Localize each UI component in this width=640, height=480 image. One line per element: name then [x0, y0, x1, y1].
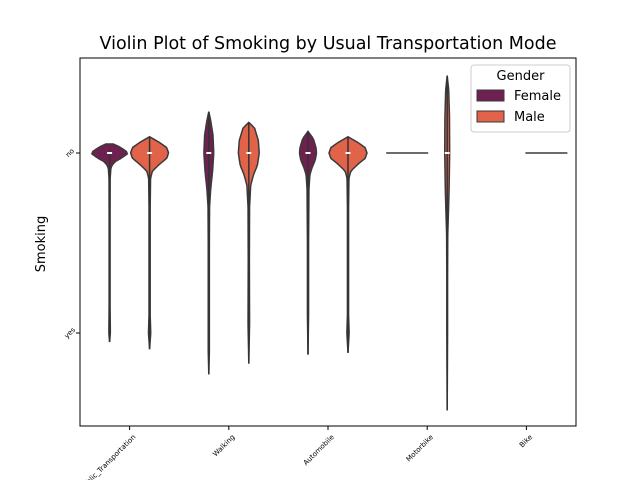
x-tick-label: Public_Transportation [79, 433, 138, 480]
legend-swatch-female [476, 89, 505, 102]
x-tick-label: Walking [211, 433, 236, 458]
y-tick-label: no [64, 147, 76, 159]
legend-title: Gender [497, 69, 546, 84]
chart-title: Violin Plot of Smoking by Usual Transpor… [100, 34, 557, 54]
y-axis-label: Smoking [34, 216, 49, 273]
legend-label-female: Female [514, 89, 561, 104]
y-tick-label: yes [63, 326, 77, 340]
legend-swatch-male [476, 110, 505, 123]
x-tick-label: Bike [518, 433, 534, 449]
x-tick-label: Motorbike [405, 433, 435, 463]
x-tick-label: Automobile [302, 433, 336, 467]
legend-label-male: Male [514, 110, 545, 125]
